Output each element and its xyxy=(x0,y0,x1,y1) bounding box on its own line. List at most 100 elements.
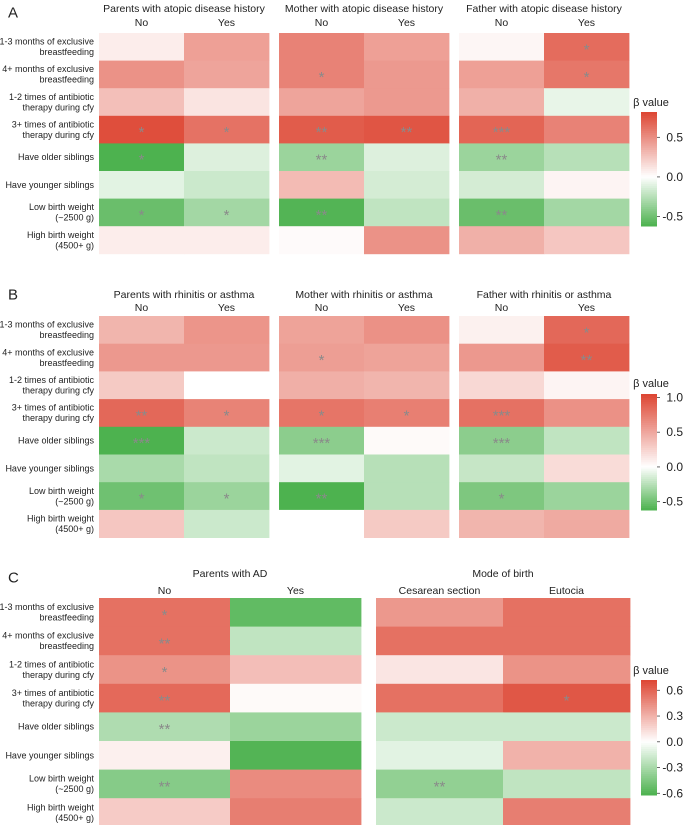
significance-mark: * xyxy=(162,664,168,681)
heatmap-cell xyxy=(364,115,450,144)
legend-gradient-step xyxy=(641,773,657,777)
heatmap-cell xyxy=(279,509,365,538)
legend-gradient-step xyxy=(641,693,657,696)
heatmap-cell xyxy=(279,426,365,455)
heatmap-cell xyxy=(459,60,545,89)
heatmap-cell xyxy=(99,741,231,770)
significance-mark: ** xyxy=(159,778,171,795)
legend-gradient-step xyxy=(641,148,657,151)
heatmap-cell xyxy=(184,316,270,345)
significance-mark: *** xyxy=(493,407,511,424)
row-label: 3+ times of antibiotic xyxy=(12,688,95,698)
legend-gradient-step xyxy=(641,426,657,430)
heatmap-cell xyxy=(184,343,270,372)
heatmap-cell xyxy=(544,371,630,400)
legend-gradient-step xyxy=(641,764,657,767)
legend-gradient-step xyxy=(641,172,657,176)
legend-gradient-step xyxy=(641,430,657,434)
legend-gradient-step xyxy=(641,724,657,727)
legend-tick-label: 0.5 xyxy=(666,130,683,144)
row-label: 3+ times of antibiotic xyxy=(12,119,95,129)
legend-gradient-step xyxy=(641,186,657,189)
legend-gradient-step xyxy=(641,115,657,119)
legend-gradient-step xyxy=(641,419,657,422)
legend-gradient-step xyxy=(641,167,657,170)
heatmap-cell xyxy=(184,33,270,61)
legend-gradient-step xyxy=(641,752,657,756)
row-label: breastfeeding xyxy=(39,358,94,368)
heatmap-cell xyxy=(364,88,450,117)
legend-tick-label: -0.3 xyxy=(662,761,683,775)
heatmap-group: Father with atopic disease history No Yes *… xyxy=(459,3,630,255)
row-label: 3+ times of antibiotic xyxy=(12,403,95,413)
heatmap-cell xyxy=(99,509,185,538)
legend-tick-label: 0.5 xyxy=(666,425,683,439)
legend-gradient-step xyxy=(641,127,657,130)
legend-gradient-step xyxy=(641,428,657,432)
heatmap-cell xyxy=(544,171,630,199)
legend-gradient-step xyxy=(641,117,657,121)
significance-mark: ** xyxy=(316,152,328,169)
row-label: therapy during cfy xyxy=(22,413,94,423)
heatmap-cell xyxy=(364,426,450,455)
group-title: Father with rhinitis or asthma xyxy=(477,289,612,301)
significance-mark: ** xyxy=(434,778,446,795)
heatmap-cell xyxy=(230,712,362,742)
significance-mark: ** xyxy=(401,124,413,141)
heatmap-cell xyxy=(459,226,545,255)
legend-gradient-step xyxy=(641,220,657,223)
significance-mark: * xyxy=(564,693,570,710)
heatmap-cell xyxy=(230,798,362,825)
row-label: Have older siblings xyxy=(18,436,95,446)
row-label: therapy during cfy xyxy=(22,386,94,396)
heatmap-cell xyxy=(503,655,631,685)
legend-gradient-step xyxy=(641,471,657,474)
heatmap-cell xyxy=(364,226,450,255)
legend-gradient-step xyxy=(641,155,657,159)
legend-gradient-step xyxy=(641,481,657,484)
heatmap-cell xyxy=(99,171,185,199)
significance-mark: * xyxy=(139,207,145,224)
legend-gradient-step xyxy=(641,473,657,476)
legend-gradient-step xyxy=(641,121,657,124)
heatmap-cell xyxy=(184,60,270,89)
legend-gradient-step xyxy=(641,498,657,501)
significance-mark: *** xyxy=(493,124,511,141)
legend-gradient-step xyxy=(641,756,657,760)
heatmap-cell xyxy=(364,399,450,428)
heatmap-cell xyxy=(459,143,545,172)
legend-gradient-step xyxy=(641,739,657,742)
panel-b: B1-3 months of exclusivebreastfeeding4+ … xyxy=(0,287,683,538)
heatmap-cell xyxy=(184,143,270,172)
legend-gradient-step xyxy=(641,791,657,794)
heatmap-cell xyxy=(184,371,270,400)
significance-mark: * xyxy=(319,352,325,369)
legend-gradient-step xyxy=(641,417,657,420)
legend-gradient-step xyxy=(641,486,657,490)
heatmap-cell xyxy=(459,88,545,117)
heatmap-cell xyxy=(459,198,545,227)
row-label: breastfeeding xyxy=(39,330,94,340)
heatmap-cell xyxy=(503,683,631,713)
heatmap-cell xyxy=(279,399,365,428)
legend-tick-label: 0.3 xyxy=(666,709,683,723)
legend-gradient-step xyxy=(641,706,657,710)
row-label: (~2500 g) xyxy=(55,784,94,794)
legend-gradient-step xyxy=(641,494,657,497)
heatmap-group: Parents with atopic disease history No Yes… xyxy=(99,3,270,255)
legend-gradient-step xyxy=(641,714,657,717)
significance-mark: ** xyxy=(159,693,171,710)
legend-gradient-step xyxy=(641,477,657,480)
legend-gradient-step xyxy=(641,210,657,214)
significance-mark: * xyxy=(224,124,230,141)
legend-gradient-step xyxy=(641,222,657,225)
legend-gradient-step xyxy=(641,180,657,183)
legend-gradient-step xyxy=(641,224,657,227)
legend-gradient-step xyxy=(641,193,657,197)
significance-mark: * xyxy=(584,69,590,86)
legend-gradient-step xyxy=(641,436,657,439)
heatmap-cell xyxy=(544,343,630,372)
